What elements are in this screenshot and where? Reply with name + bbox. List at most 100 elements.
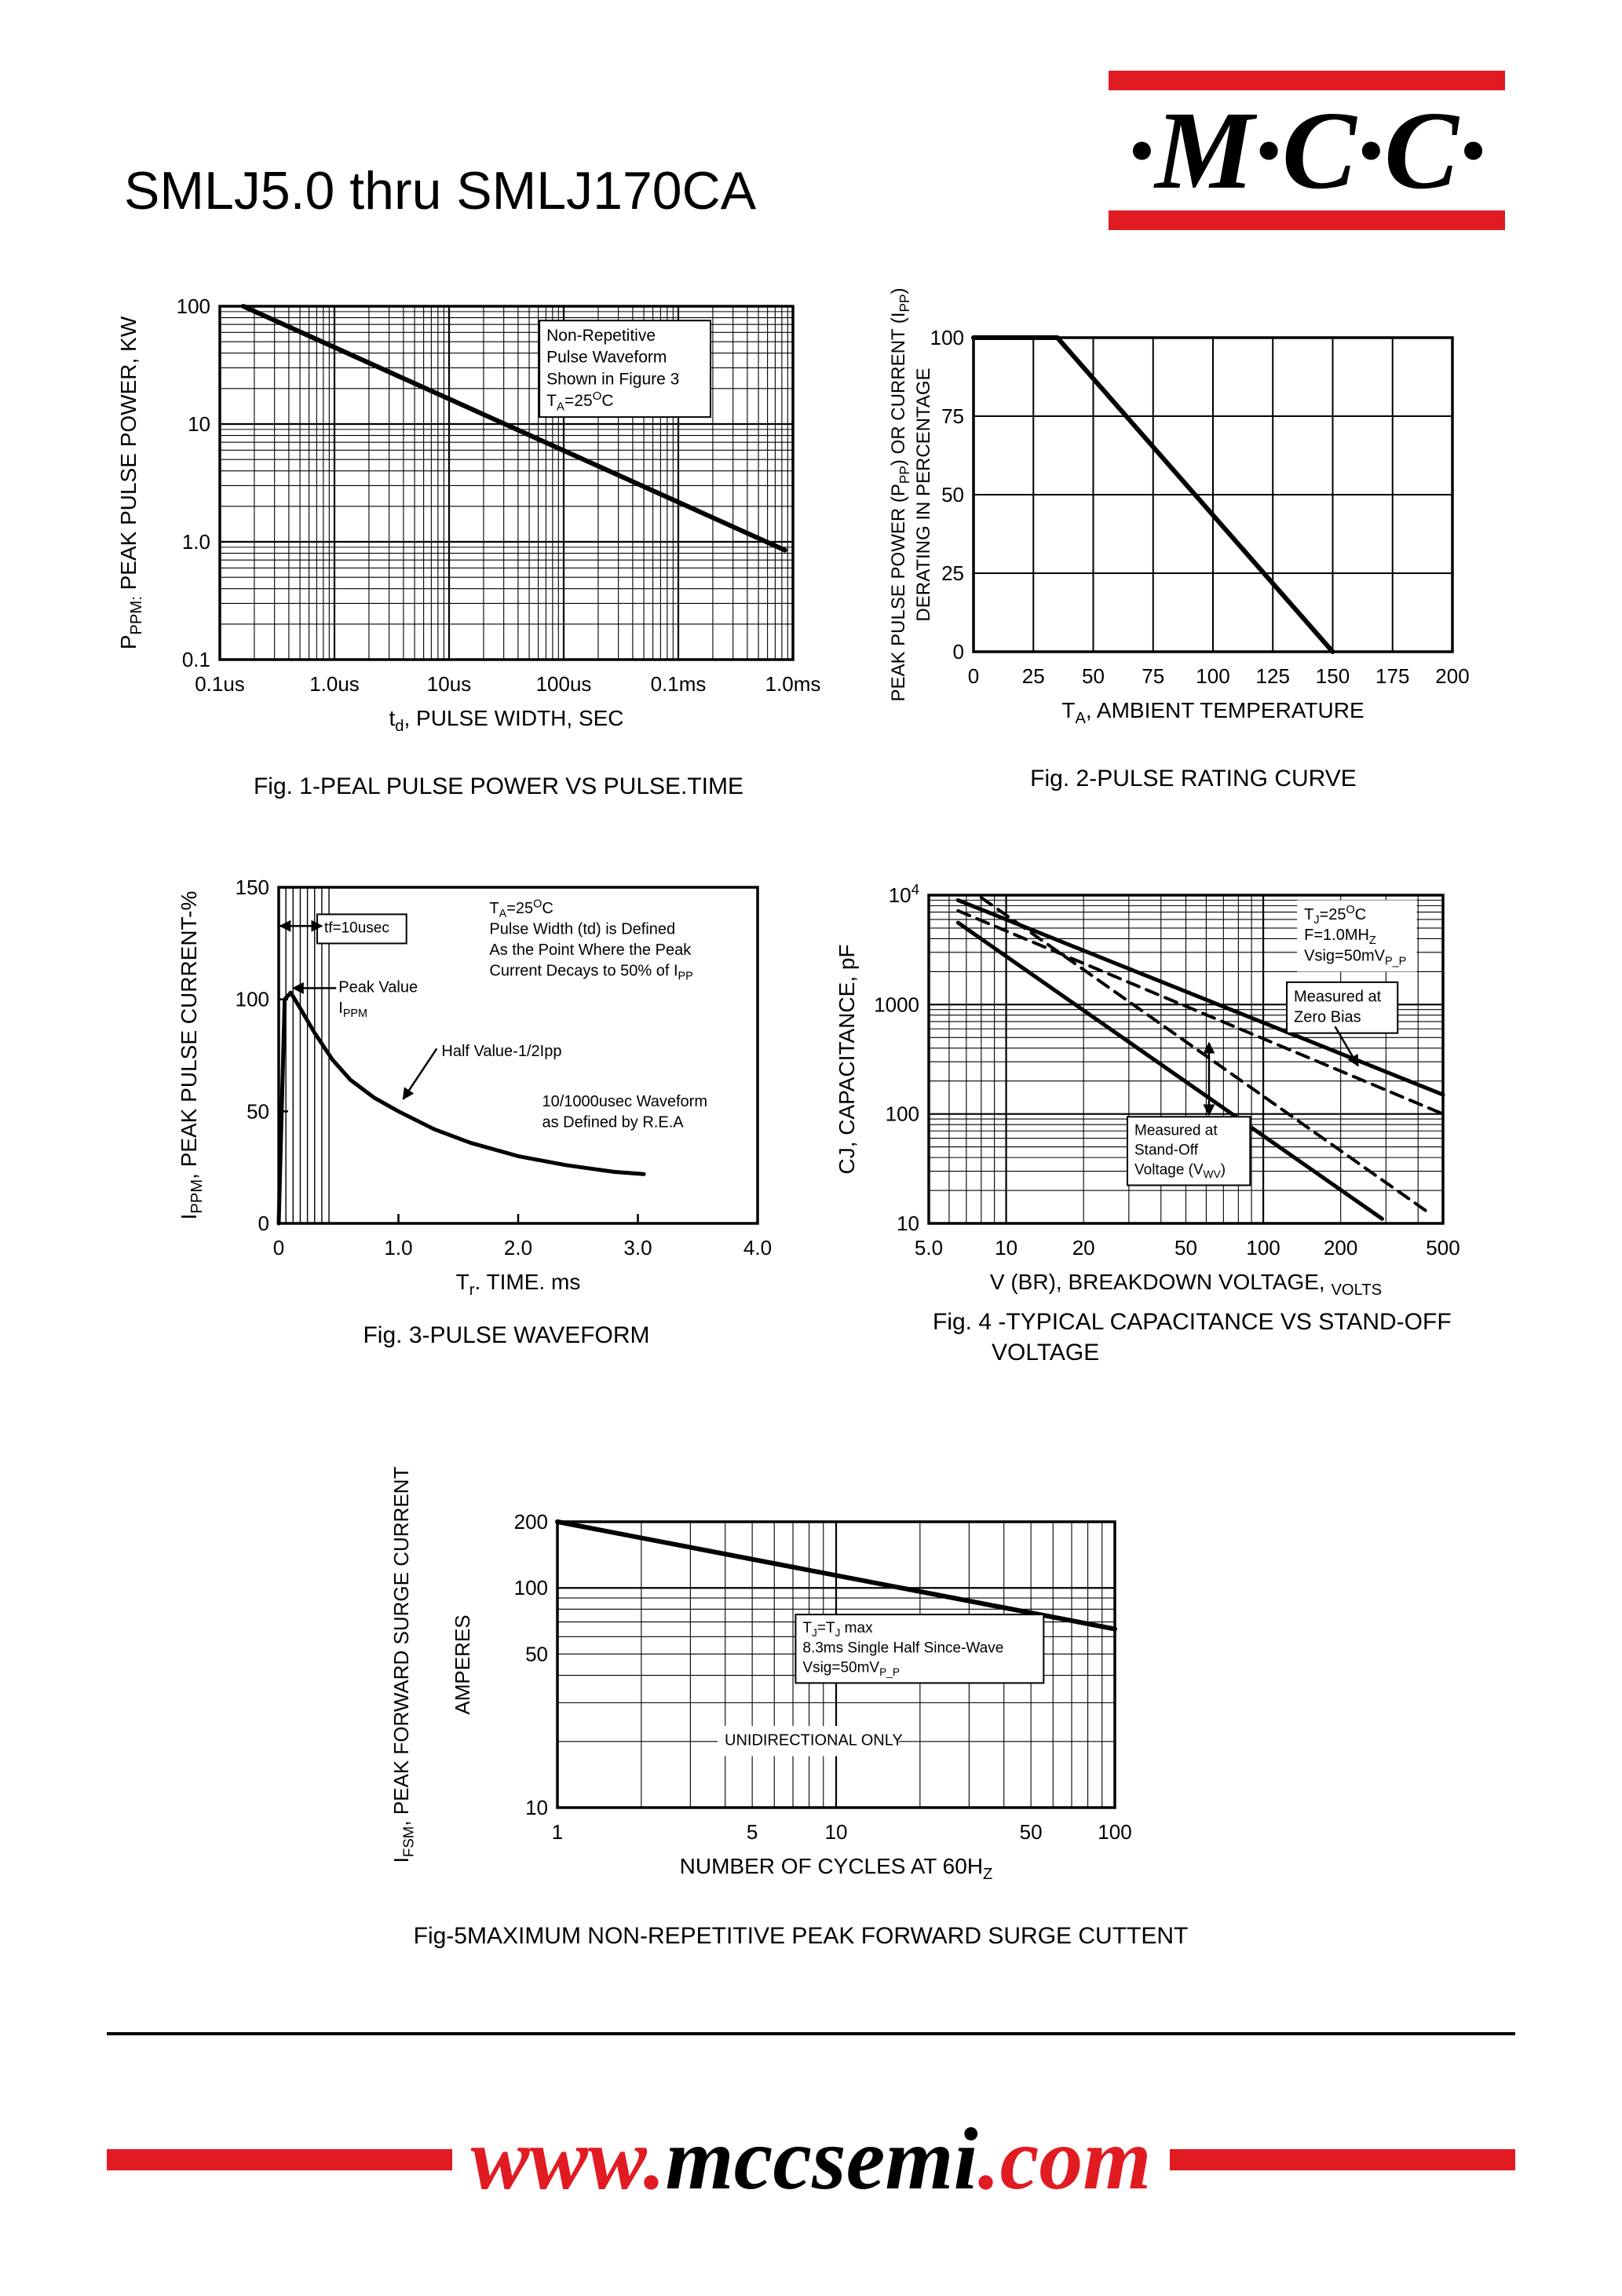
svg-text:Half Value-1/2Ipp: Half Value-1/2Ipp [441,1043,561,1060]
fig1-chart: 0.1us 1.0us 10us 100us 0.1ms 1.0ms 100 10 1.0 0.1… [102,259,895,766]
svg-text:25: 25 [1022,664,1045,688]
svg-text:150: 150 [1316,664,1350,688]
svg-text:0.1ms: 0.1ms [651,672,707,696]
fig2-caption: Fig. 2-PULSE RATING CURVE [1030,766,1357,792]
svg-text:PPPM: PEAK PULSE POWER, KW: PPPM: PEAK PULSE POWER, KW [116,316,145,649]
svg-text:100: 100 [514,1576,548,1600]
footer-url-com: .com [977,2111,1152,2208]
svg-text:IPPM: IPPM [338,1000,367,1020]
svg-text:50: 50 [1174,1236,1197,1260]
svg-text:10: 10 [995,1236,1017,1260]
svg-text:200: 200 [1435,664,1469,688]
svg-text:200: 200 [1324,1236,1357,1260]
svg-text:Tr. TIME. ms: Tr. TIME. ms [456,1270,581,1299]
svg-text:10/1000usec Waveform: 10/1000usec Waveform [542,1093,707,1110]
svg-text:100: 100 [930,326,964,349]
svg-text:Stand-Off: Stand-Off [1134,1142,1199,1158]
svg-text:125: 125 [1256,664,1290,688]
mcc-logo: ·M·C·C· [1109,71,1505,231]
svg-text:IFSM, PEAK FORWARD SURGE CURRE: IFSM, PEAK FORWARD SURGE CURRENT [389,1467,417,1863]
svg-text:Zero Bias: Zero Bias [1294,1009,1361,1026]
svg-text:2.0: 2.0 [504,1236,532,1260]
svg-text:CJ, CAPACITANCE, pF: CJ, CAPACITANCE, pF [835,944,859,1174]
svg-text:50: 50 [525,1642,548,1665]
footer-bar-right [1170,2148,1516,2170]
svg-text:Shown in Figure 3: Shown in Figure 3 [546,370,679,388]
svg-text:175: 175 [1375,664,1409,688]
fig4-chart: 5.0 10 20 50 100 200 500 104 1000 100 10 V (BR), BR… [785,834,1617,1302]
svg-text:1.0us: 1.0us [309,672,360,696]
svg-text:IPPM, PEAK PULSE CURRENT-%: IPPM, PEAK PULSE CURRENT-% [177,891,206,1220]
svg-text:4.0: 4.0 [743,1236,772,1260]
figure-4-capacitance-vs-voltage: 5.0 10 20 50 100 200 500 104 1000 100 10 V (BR), BR… [785,834,1617,1368]
svg-text:Vsig=50mVP_P: Vsig=50mVP_P [1304,948,1406,968]
svg-text:Pulse Width (td) is Defined: Pulse Width (td) is Defined [489,921,675,938]
figure-2-pulse-rating-curve: 0 25 50 75 100 125 150 175 200 100 75 50 25 0 TA, AMBI… [864,259,1594,792]
svg-text:TA=25OC: TA=25OC [489,898,553,921]
svg-text:10us: 10us [427,672,471,696]
fig1-caption: Fig. 1-PEAL PULSE POWER VS PULSE.TIME [253,773,744,799]
svg-text:PEAK PULSE POWER (PPP) OR CURR: PEAK PULSE POWER (PPP) OR CURRENT (IPP) [888,287,912,701]
svg-text:UNIDIRECTIONAL ONLY: UNIDIRECTIONAL ONLY [725,1731,903,1749]
figure-5-surge-current: 1 5 10 50 100 200 100 50 10 NUMBER OF CYCLES AT 6… [353,1461,1343,1950]
svg-text:100: 100 [236,988,269,1011]
fig3-chart: 0 1.0 2.0 3.0 4.0 150 100 50 0 Tr. TIME. ms IPPM, … [133,834,919,1302]
svg-text:0.1us: 0.1us [195,672,245,696]
svg-text:104: 104 [889,881,919,907]
svg-text:10: 10 [188,412,210,436]
svg-text:8.3ms Single Half Since-Wave: 8.3ms Single Half Since-Wave [802,1640,1003,1656]
svg-text:75: 75 [1142,664,1164,688]
svg-text:50: 50 [247,1099,269,1123]
svg-text:As the Point Where the Peak: As the Point Where the Peak [489,941,692,959]
svg-text:1.0ms: 1.0ms [765,672,821,696]
svg-text:75: 75 [941,404,964,428]
divider-rule [107,2032,1515,2035]
svg-text:NUMBER OF CYCLES AT 60HZ: NUMBER OF CYCLES AT 60HZ [680,1854,993,1883]
svg-text:TA, AMBIENT TEMPERATURE: TA, AMBIENT TEMPERATURE [1061,698,1364,727]
svg-text:10: 10 [897,1212,919,1235]
svg-text:F=1.0MHZ: F=1.0MHZ [1304,927,1376,947]
svg-text:5: 5 [747,1820,758,1844]
svg-text:0.1: 0.1 [182,648,210,671]
footer-url-name: mccsemi [665,2111,978,2208]
footer-bar-left [107,2148,452,2170]
logo-bar-bottom [1109,210,1505,231]
svg-text:200: 200 [514,1510,548,1534]
svg-text:100: 100 [1246,1236,1280,1260]
svg-text:100: 100 [886,1102,919,1126]
footer: www.mccsemi.com [107,2115,1516,2203]
svg-text:1: 1 [552,1820,563,1844]
svg-text:50: 50 [1020,1820,1043,1844]
svg-text:100us: 100us [536,672,592,696]
svg-text:1000: 1000 [874,993,919,1016]
svg-text:TA=25OC: TA=25OC [546,389,613,413]
svg-text:150: 150 [236,876,269,899]
page-title: SMLJ5.0 thru SMLJ170CA [124,161,757,221]
svg-text:3.0: 3.0 [623,1236,652,1260]
svg-text:Non-Repetitive: Non-Repetitive [546,327,656,345]
svg-text:0: 0 [273,1236,284,1260]
svg-text:V (BR), BREAKDOWN VOLTAGE, VOL: V (BR), BREAKDOWN VOLTAGE, VOLTS [990,1270,1382,1299]
svg-text:AMPERES: AMPERES [451,1614,474,1714]
svg-text:0: 0 [953,640,964,664]
svg-text:Measured at: Measured at [1294,988,1382,1005]
svg-text:10: 10 [825,1820,848,1844]
svg-text:Pulse Waveform: Pulse Waveform [546,349,667,367]
fig4-caption: Fig. 4 -TYPICAL CAPACITANCE VS STAND-OFF… [933,1309,1452,1366]
svg-text:50: 50 [1082,664,1105,688]
svg-text:Measured at: Measured at [1134,1122,1218,1139]
svg-text:TJ=25OC: TJ=25OC [1304,904,1366,927]
logo-letters: ·M·C·C· [1127,88,1487,212]
fig5-caption: Fig-5MAXIMUM NON-REPETITIVE PEAK FORWARD… [413,1923,1189,1949]
svg-text:Current Decays to 50% of IPP: Current Decays to 50% of IPP [489,962,692,982]
svg-text:0: 0 [968,664,979,688]
svg-text:Voltage (VWV): Voltage (VWV) [1134,1161,1226,1180]
svg-text:100: 100 [177,294,210,318]
svg-text:DERATING IN PERCENTAGE: DERATING IN PERCENTAGE [913,367,934,621]
svg-text:1.0: 1.0 [182,530,210,554]
svg-text:5.0: 5.0 [915,1236,943,1260]
svg-text:500: 500 [1426,1236,1459,1260]
svg-text:as Defined by R.E.A: as Defined by R.E.A [542,1114,685,1132]
svg-text:tf=10usec: tf=10usec [324,919,389,936]
